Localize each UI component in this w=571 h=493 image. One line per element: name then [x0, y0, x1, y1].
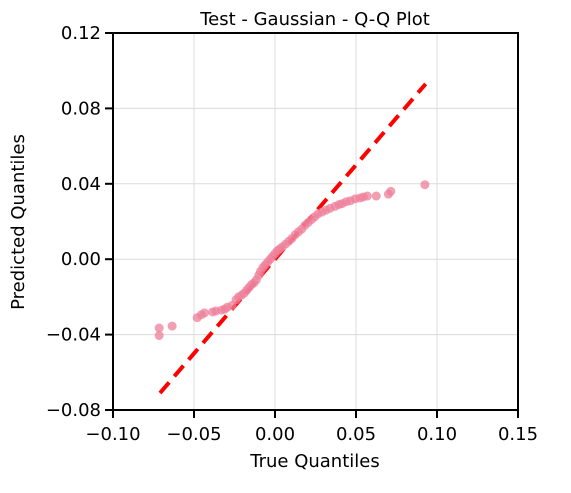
data-point [167, 321, 177, 331]
x-tick-label: 0.05 [336, 424, 376, 445]
x-tick-label: −0.05 [166, 424, 221, 445]
plot-frame [112, 32, 519, 411]
x-tick-label: 0.10 [417, 424, 457, 445]
y-tick-label: 0.00 [61, 249, 101, 270]
data-points [154, 180, 430, 341]
y-tick-label: −0.08 [46, 400, 101, 421]
x-axis-ticks: −0.10 −0.05 0.00 0.05 0.10 0.15 [85, 410, 538, 445]
data-point [200, 308, 210, 318]
data-point [386, 186, 396, 196]
x-tick-label: 0.15 [498, 424, 538, 445]
data-point [362, 191, 372, 201]
data-point [371, 191, 381, 201]
data-point [154, 331, 164, 341]
x-axis-label: True Quantiles [249, 451, 379, 472]
y-tick-label: 0.12 [61, 23, 101, 44]
y-tick-label: −0.04 [46, 325, 101, 346]
x-tick-label: 0.00 [255, 424, 295, 445]
y-axis-label: Predicted Quantiles [8, 134, 29, 310]
data-point [420, 180, 430, 190]
y-tick-label: 0.08 [61, 98, 101, 119]
y-tick-label: 0.04 [61, 174, 101, 195]
x-tick-label: −0.10 [85, 424, 140, 445]
y-axis-ticks: −0.08 −0.04 0.00 0.04 0.08 0.12 [46, 23, 113, 421]
data-point [154, 323, 164, 333]
chart-title: Test - Gaussian - Q-Q Plot [199, 9, 430, 30]
